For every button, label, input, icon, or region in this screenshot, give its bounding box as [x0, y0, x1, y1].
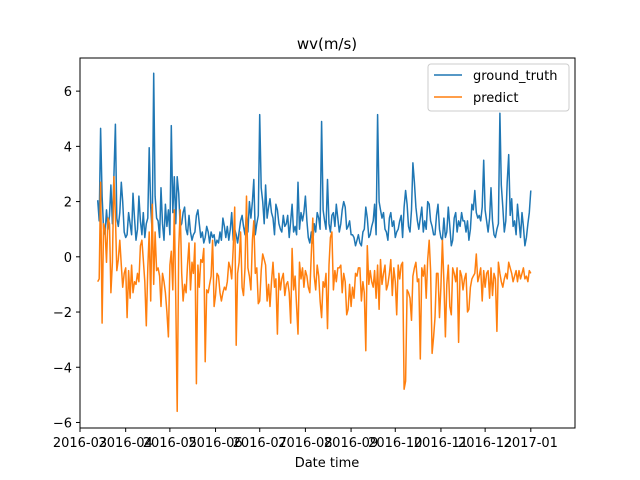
- x-tick-label: 2016-09: [324, 436, 378, 451]
- y-tick-label: 0: [64, 251, 72, 266]
- series-line-predict: [97, 175, 532, 413]
- y-tick-label: −4: [53, 361, 72, 376]
- y-tick-label: 6: [64, 85, 72, 100]
- legend-box: [427, 63, 570, 112]
- x-tick-label: 2016-07: [233, 436, 287, 451]
- x-tick-label: 2016-03: [53, 436, 107, 451]
- y-tick-label: −6: [53, 416, 72, 431]
- x-tick-label: 2016-04: [99, 436, 153, 451]
- legend-label-ground-truth: ground_truth: [473, 69, 558, 84]
- x-axis-title: Date time: [295, 456, 360, 471]
- x-tick-label: 2016-05: [143, 436, 197, 451]
- series-layer: [96, 72, 532, 413]
- y-axis: −6 −4 −2 0 2 4 6: [53, 85, 80, 431]
- x-tick-label: 2016-10: [368, 436, 422, 451]
- legend-label-predict: predict: [473, 91, 518, 106]
- y-tick-label: −2: [53, 306, 72, 321]
- y-tick-label: 4: [64, 140, 72, 155]
- series-line-ground-truth: [96, 72, 532, 247]
- plot-frame: [79, 57, 576, 429]
- x-tick-label: 2016-06: [188, 436, 242, 451]
- x-axis: 2016-032016-042016-052016-062016-072016-…: [53, 428, 558, 451]
- x-tick-label: 2017-01: [504, 436, 558, 451]
- x-tick-label: 2016-11: [414, 436, 468, 451]
- legend: ground_truth predict: [427, 63, 570, 112]
- chart-title: wv(m/s): [297, 35, 357, 53]
- y-tick-label: 2: [64, 196, 72, 211]
- x-tick-label: 2016-12: [458, 436, 512, 451]
- x-tick-label: 2016-08: [278, 436, 332, 451]
